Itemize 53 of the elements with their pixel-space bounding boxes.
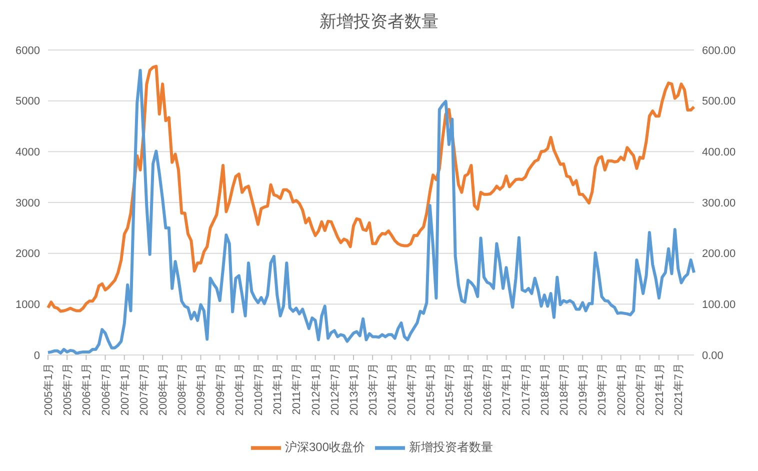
x-tick-label: 2007年1月 [119, 363, 132, 416]
y-tick-label: 4000 [16, 146, 40, 159]
x-tick-label: 2005年7月 [62, 363, 74, 416]
y-tick-label: 5000 [16, 96, 40, 108]
x-tick-label: 2014年1月 [386, 363, 399, 416]
x-tick-label: 2021年1月 [654, 363, 666, 416]
x-tick-label: 2009年1月 [196, 363, 208, 416]
y2-tick-label: 600.00 [702, 44, 736, 57]
x-tick-label: 2017年1月 [501, 363, 514, 416]
legend-label: 新增投资者数量 [409, 440, 494, 454]
x-tick-label: 2007年7月 [138, 363, 150, 416]
y-tick-label: 2000 [16, 248, 40, 260]
y-tick-label: 1000 [16, 299, 40, 312]
y2-tick-label: 0.00 [702, 350, 724, 362]
x-tick-label: 2014年7月 [406, 363, 418, 416]
x-tick-label: 2018年1月 [539, 363, 552, 416]
x-tick-label: 2010年7月 [253, 363, 266, 416]
chart-title: 新增投资者数量 [318, 11, 440, 34]
y-tick-label: 6000 [16, 44, 40, 57]
x-tick-label: 2008年1月 [158, 363, 170, 416]
x-tick-label: 2005年1月 [43, 363, 55, 416]
x-tick-label: 2018年7月 [558, 363, 571, 416]
x-tick-label: 2017年7月 [520, 363, 532, 416]
x-tick-label: 2011年1月 [272, 363, 284, 415]
x-tick-label: 2009年7月 [214, 363, 227, 416]
x-tick-label: 2013年1月 [348, 363, 360, 416]
x-tick-label: 2006年1月 [81, 363, 94, 416]
x-tick-label: 2015年1月 [424, 363, 437, 416]
x-tick-label: 2008年7月 [176, 363, 189, 416]
y-tick-label: 0 [34, 350, 40, 362]
x-tick-label: 2019年1月 [578, 363, 590, 416]
line-series [46, 68, 696, 355]
y2-tick-label: 400.00 [702, 146, 736, 159]
x-tick-label: 2006年7月 [100, 363, 112, 416]
x-tick-label: 2016年1月 [463, 363, 476, 416]
y2-tick-label: 100.00 [702, 299, 736, 312]
y2-tick-label: 200.00 [702, 248, 736, 260]
line-series [46, 64, 696, 313]
legend-label: 沪深300收盘价 [284, 440, 366, 454]
x-tick-label: 2021年7月 [673, 363, 686, 416]
x-tick-label: 2015年7月 [444, 363, 456, 416]
y-tick-label: 3000 [16, 197, 40, 210]
y2-tick-label: 300.00 [702, 197, 736, 210]
x-tick-label: 2013年7月 [368, 363, 380, 416]
x-tick-label: 2020年7月 [634, 363, 647, 416]
x-tick-label: 2011年7月 [291, 363, 304, 415]
y2-tick-label: 500.00 [702, 96, 736, 108]
x-tick-label: 2012年7月 [329, 363, 342, 416]
x-tick-label: 2020年1月 [616, 363, 628, 416]
x-tick-label: 2016年7月 [482, 363, 494, 416]
x-tick-label: 2010年1月 [234, 363, 246, 416]
x-tick-label: 2012年1月 [310, 363, 322, 416]
x-tick-label: 2019年7月 [596, 363, 609, 416]
